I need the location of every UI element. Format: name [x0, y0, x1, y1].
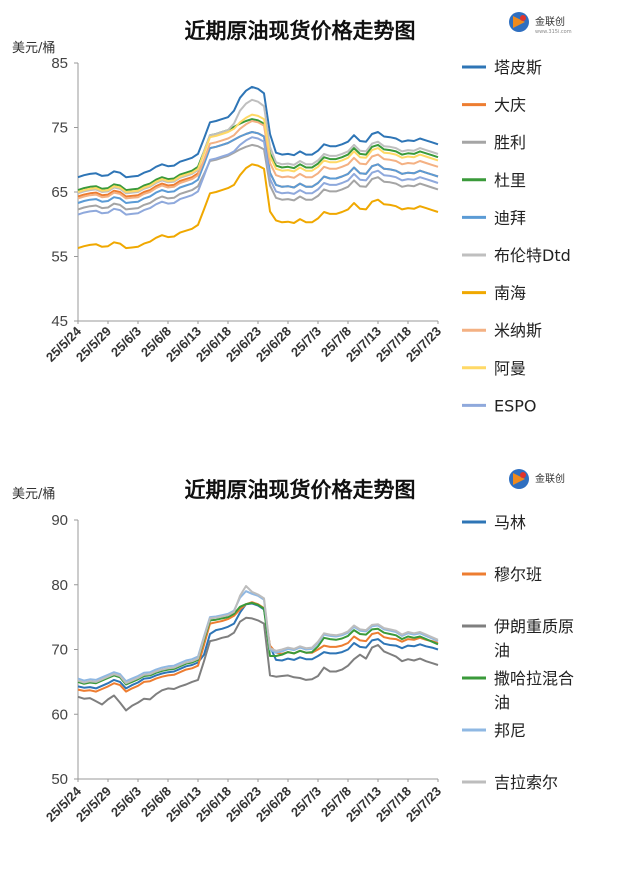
series-line-1: [77, 602, 439, 690]
legend-label: 胜利: [494, 133, 526, 152]
y-tick-label: 60: [51, 706, 68, 723]
legend-label: 阿曼: [494, 359, 526, 378]
logo-name: 金联创: [535, 472, 565, 485]
logo-mark-orange: [513, 473, 525, 485]
legend-label: 塔皮斯: [494, 58, 542, 77]
logo-mark-red: [520, 15, 526, 21]
chart-1-title: 近期原油现货价格走势图: [185, 19, 416, 43]
legend-label-cont: 油: [494, 641, 510, 660]
legend-label: 伊朗重质原: [494, 617, 574, 636]
series-line-4: [77, 601, 439, 686]
chart-2-title: 近期原油现货价格走势图: [185, 478, 416, 502]
chart-1-plot: 455565758525/5/2425/5/2925/6/325/6/825/6…: [43, 55, 571, 415]
series-line-5: [77, 590, 439, 683]
y-tick-label: 70: [51, 642, 68, 659]
series-line-9: [77, 113, 439, 193]
legend-label: 布伦特Dtd: [494, 246, 571, 265]
legend-label: 大庆: [494, 96, 526, 115]
logo-mark-red: [520, 472, 526, 478]
chart-1-logo: 金联创 www.315i.com: [509, 12, 572, 35]
y-tick-label: 90: [51, 512, 68, 529]
y-tick-label: 85: [51, 55, 68, 72]
legend-label: ESPO: [494, 396, 537, 415]
chart-2-unit-label: 美元/桶: [12, 487, 55, 502]
series-line-1: [77, 85, 439, 179]
legend-label: 南海: [494, 284, 526, 303]
legend-label-cont: 油: [494, 693, 510, 712]
y-tick-label: 45: [51, 313, 68, 330]
y-tick-label: 50: [51, 771, 68, 788]
legend-label: 穆尔班: [494, 565, 542, 584]
y-tick-label: 65: [51, 184, 68, 201]
chart-1-unit-label: 美元/桶: [12, 41, 55, 56]
series-line-10: [77, 136, 439, 216]
legend-label: 邦尼: [494, 721, 526, 740]
y-tick-label: 80: [51, 577, 68, 594]
series-line-3: [77, 616, 439, 712]
logo-url: www.315i.com: [535, 29, 572, 35]
legend-label: 马林: [494, 513, 526, 532]
series-line-2: [77, 131, 439, 198]
x-tick-label: 25/7/3: [288, 784, 324, 820]
chart-2-plot: 506070809025/5/2425/5/2925/6/325/6/825/6…: [43, 512, 574, 825]
legend-label: 杜里: [494, 171, 526, 190]
legend-label: 迪拜: [494, 208, 526, 227]
legend-label: 撒哈拉混合: [494, 669, 574, 688]
series-line-3: [77, 143, 439, 211]
legend-label: 吉拉索尔: [494, 773, 558, 792]
series-line-8: [77, 120, 439, 200]
chart-2-logo: 金联创: [509, 469, 565, 489]
legend-label: 米纳斯: [494, 321, 542, 340]
series-line-7: [77, 163, 439, 250]
x-tick-label: 25/7/3: [288, 324, 324, 360]
series-line-6: [77, 98, 439, 195]
series-line-6: [77, 585, 439, 685]
x-tick-label: 25/6/3: [108, 324, 144, 360]
y-tick-label: 75: [51, 120, 68, 137]
y-tick-label: 55: [51, 249, 68, 266]
logo-name: 金联创: [535, 15, 565, 28]
x-tick-label: 25/6/3: [108, 784, 144, 820]
series-line-4: [77, 118, 439, 192]
series-line-5: [77, 131, 439, 204]
logo-mark-orange: [513, 16, 525, 28]
